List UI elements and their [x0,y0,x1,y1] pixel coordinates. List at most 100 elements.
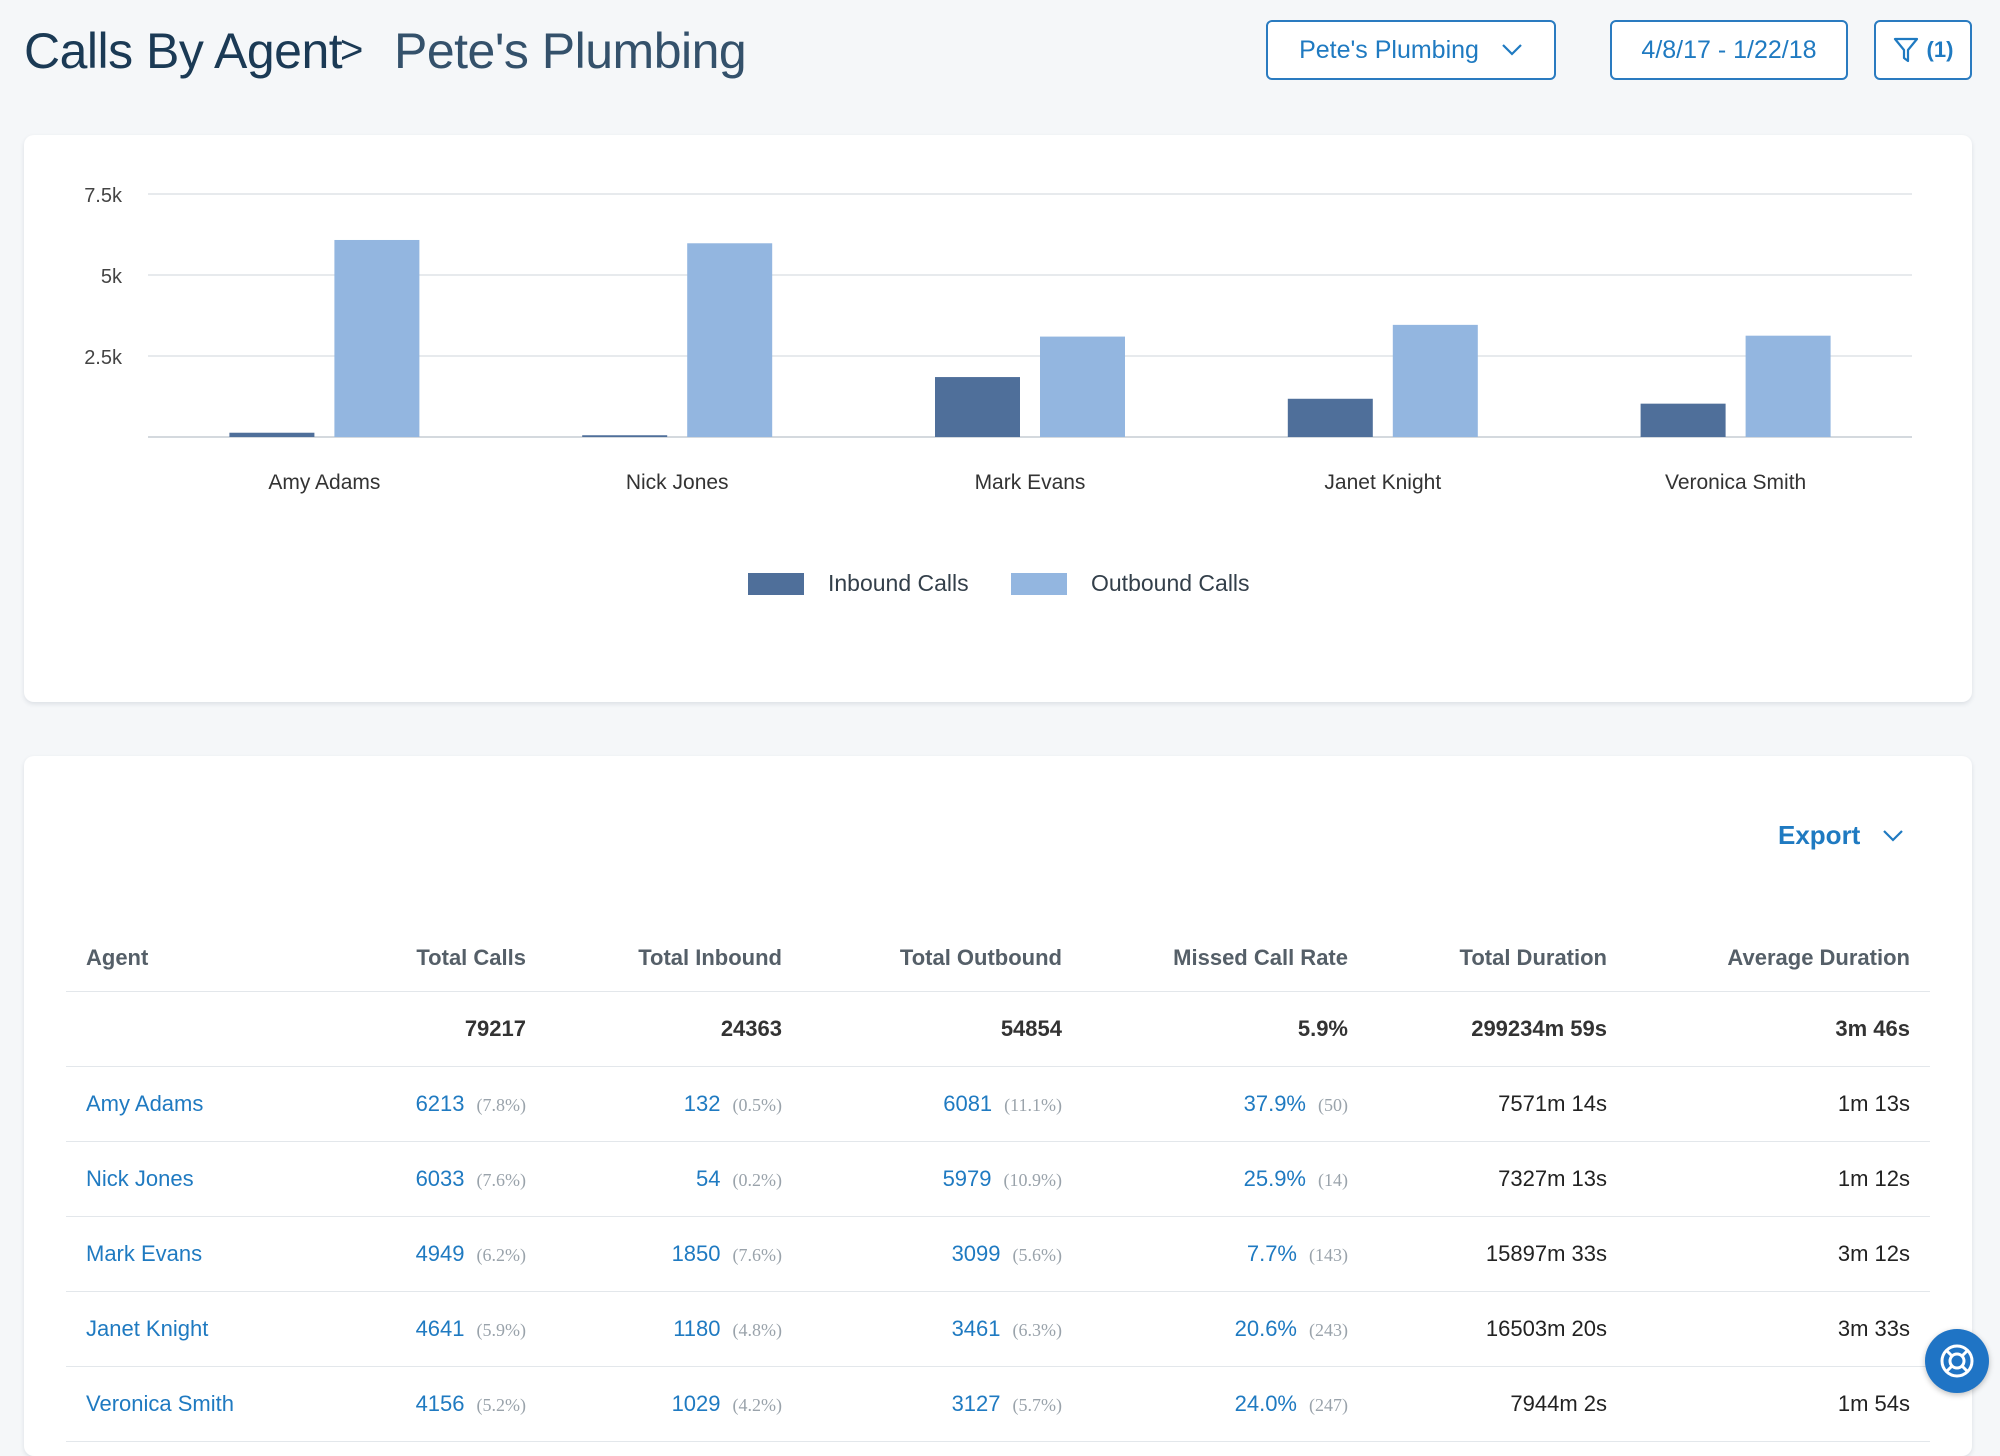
total-duration: 15897m 33s [1485,1241,1607,1266]
missed-rate-link[interactable]: 7.7% [1246,1241,1297,1266]
legend-label-inbound: Inbound Calls [828,570,969,596]
missed-count: (14) [1318,1170,1348,1190]
y-tick-label: 5k [101,266,123,288]
outbound-bar-veronica-smith [1745,335,1831,437]
total-calls-link[interactable]: 6213 [415,1091,465,1116]
y-tick-label: 2.5k [84,347,123,369]
cell-agent: Amy Adams [66,1066,286,1142]
missed-rate-link[interactable]: 37.9% [1243,1091,1306,1116]
inbound-link[interactable]: 1180 [673,1316,721,1341]
cell-inbound: 1180 (4.8%) [546,1291,802,1367]
cell-average-duration: 1m 13s [1627,1066,1930,1142]
inbound-link[interactable]: 1850 [671,1241,721,1266]
total-calls-link[interactable]: 4949 [415,1241,465,1266]
outbound-link[interactable]: 3099 [951,1241,1001,1266]
average-duration: 3m 33s [1837,1316,1910,1341]
column-header-total-outbound[interactable]: Total Outbound [802,925,1082,992]
outbound-percent: (11.1%) [1004,1095,1062,1115]
totals-agent [66,991,286,1067]
legend-item-inbound: Inbound Calls [748,570,969,597]
totals-inbound: 24363 [546,991,802,1067]
cell-inbound: 54 (0.2%) [546,1141,802,1217]
filter-icon [1893,37,1918,63]
cell-agent: Nick Jones [66,1141,286,1217]
column-header-total-inbound[interactable]: Total Inbound [546,925,802,992]
cell-total-calls: 4949 (6.2%) [286,1216,546,1292]
missed-rate-link[interactable]: 25.9% [1243,1166,1306,1191]
export-label: Export [1778,820,1861,850]
help-button[interactable] [1925,1329,1989,1393]
inbound-link[interactable]: 1029 [671,1391,721,1416]
column-header-average-duration[interactable]: Average Duration [1627,925,1930,992]
agent-name-link[interactable]: Amy Adams [86,1091,204,1116]
missed-count: (243) [1309,1320,1348,1340]
total-calls-percent: (5.2%) [476,1395,526,1415]
date-range-button[interactable]: 4/8/17 - 1/22/18 [1610,20,1848,80]
outbound-link[interactable]: 6081 [943,1091,993,1116]
cell-agent: Mark Evans [66,1216,286,1292]
outbound-percent: (5.6%) [1012,1245,1062,1265]
totals-total-calls: 79217 [286,991,546,1067]
table-row: Amy Adams 6213 (7.8%) 132 (0.5%) 6081 (11.1%) 3… [66,1066,1930,1142]
totals-row: 79217 24363 54854 5.9% 299234m 59s 3m 46… [66,991,1930,1067]
cell-average-duration: 1m 54s [1627,1366,1930,1442]
company-select[interactable]: Pete's Plumbing [1266,20,1556,80]
outbound-link[interactable]: 3127 [951,1391,1001,1416]
total-calls-link[interactable]: 4641 [415,1316,465,1341]
column-header-missed-call-rate[interactable]: Missed Call Rate [1082,925,1368,992]
cell-duration: 7571m 14s [1368,1066,1627,1142]
agent-name-link[interactable]: Janet Knight [86,1316,209,1341]
column-header-agent[interactable]: Agent [66,925,286,992]
total-calls-link[interactable]: 4156 [415,1391,465,1416]
cell-outbound: 3127 (5.7%) [802,1366,1082,1442]
x-tick-label: Nick Jones [626,471,729,494]
total-calls-percent: (7.6%) [476,1170,526,1190]
column-header-total-calls[interactable]: Total Calls [286,925,546,992]
chevron-down-icon [1883,829,1904,842]
agent-name-link[interactable]: Mark Evans [86,1241,203,1266]
total-calls-percent: (7.8%) [476,1095,526,1115]
inbound-bar-amy-adams [229,432,315,437]
x-tick-label: Amy Adams [268,471,380,494]
total-duration: 7944m 2s [1510,1391,1607,1416]
inbound-percent: (0.5%) [732,1095,782,1115]
inbound-percent: (4.8%) [732,1320,782,1340]
total-calls-link[interactable]: 6033 [415,1166,465,1191]
x-tick-label: Mark Evans [975,471,1086,494]
agent-table: Agent Total Calls Total Inbound Total Ou… [66,925,1930,1442]
cell-inbound: 1850 (7.6%) [546,1216,802,1292]
cell-duration: 7944m 2s [1368,1366,1627,1442]
table-header-row: Agent Total Calls Total Inbound Total Ou… [66,925,1930,992]
total-duration: 7571m 14s [1498,1091,1607,1116]
inbound-link[interactable]: 54 [696,1166,721,1191]
outbound-percent: (5.7%) [1012,1395,1062,1415]
legend-item-outbound: Outbound Calls [1011,570,1250,597]
agent-name-link[interactable]: Nick Jones [86,1166,194,1191]
outbound-link[interactable]: 3461 [951,1316,1001,1341]
outbound-link[interactable]: 5979 [942,1166,992,1191]
outbound-percent: (10.9%) [1003,1170,1062,1190]
inbound-link[interactable]: 132 [683,1091,721,1116]
chevron-down-icon [1502,44,1522,56]
legend-label-outbound: Outbound Calls [1091,570,1250,596]
filter-button[interactable]: (1) [1874,20,1972,80]
cell-total-calls: 6213 (7.8%) [286,1066,546,1142]
cell-total-calls: 6033 (7.6%) [286,1141,546,1217]
cell-agent: Veronica Smith [66,1366,286,1442]
agent-name-link[interactable]: Veronica Smith [86,1391,234,1416]
missed-rate-link[interactable]: 20.6% [1234,1316,1297,1341]
inbound-percent: (4.2%) [732,1395,782,1415]
total-duration: 7327m 13s [1498,1166,1607,1191]
missed-rate-link[interactable]: 24.0% [1234,1391,1297,1416]
column-header-total-duration[interactable]: Total Duration [1368,925,1627,992]
cell-outbound: 3461 (6.3%) [802,1291,1082,1367]
x-tick-label: Janet Knight [1324,471,1441,494]
total-calls-percent: (5.9%) [476,1320,526,1340]
outbound-bar-janet-knight [1392,324,1478,437]
average-duration: 1m 54s [1837,1391,1910,1416]
total-calls-percent: (6.2%) [476,1245,526,1265]
export-button[interactable]: Export [1778,820,1904,851]
missed-count: (50) [1318,1095,1348,1115]
legend-swatch-inbound [748,572,804,595]
cell-average-duration: 3m 33s [1627,1291,1930,1367]
